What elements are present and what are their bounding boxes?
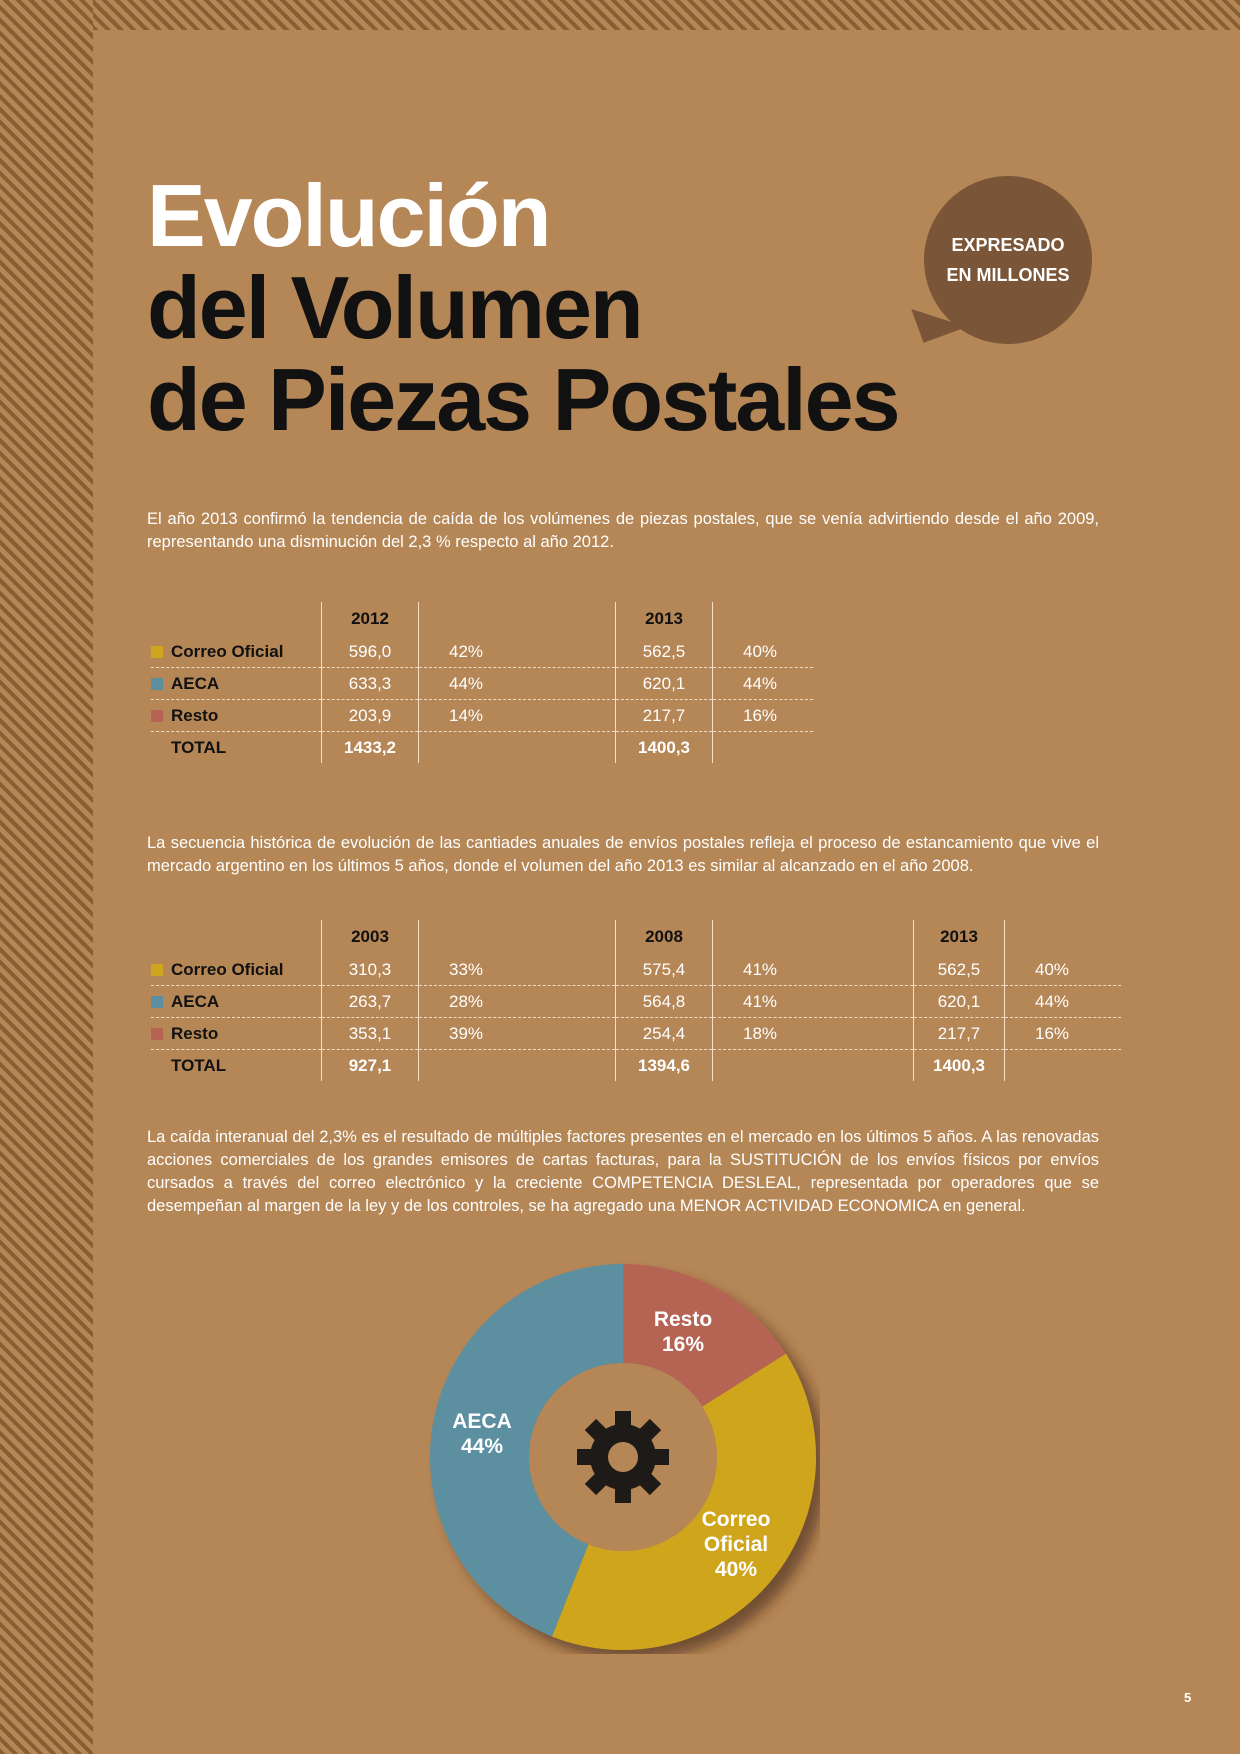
donut-slice-aeca <box>430 1264 623 1637</box>
table-cell: 41% <box>712 985 914 1018</box>
table-cell: 40% <box>712 636 813 668</box>
volume-table-2012-2013: 2012 2013 Correo Oficial 596,0 42% 562,5… <box>151 602 813 763</box>
aeca-legend-swatch <box>151 677 163 690</box>
correo-legend-swatch <box>151 963 163 976</box>
table-cell: 254,4 <box>615 1017 713 1050</box>
title-line-3: de Piezas Postales <box>147 350 901 449</box>
total-cell: 1433,2 <box>321 731 419 763</box>
table-total-row: TOTAL 1433,2 1400,3 <box>151 731 813 763</box>
donut-label-line: 40% <box>714 1558 758 1581</box>
row-label: Resto <box>151 699 322 732</box>
table-cell: 28% <box>418 985 616 1018</box>
table-cell: 16% <box>1004 1017 1121 1050</box>
total-cell: 927,1 <box>321 1049 419 1081</box>
row-label: Correo Oficial <box>151 636 322 668</box>
row-label: Resto <box>151 1017 322 1050</box>
row-label: Correo Oficial <box>151 954 322 986</box>
year-header: 2013 <box>913 920 1005 954</box>
year-header: 2013 <box>615 602 713 636</box>
table-cell: 620,1 <box>615 667 713 700</box>
total-label: TOTAL <box>171 737 227 757</box>
table-row: AECA 633,3 44% 620,1 44% <box>151 667 813 700</box>
units-badge-line-2: EN MILLONES <box>946 265 1070 285</box>
table-cell: 44% <box>418 667 616 700</box>
table-cell: 39% <box>418 1017 616 1050</box>
market-share-donut-chart: Resto 16% Correo Oficial 40% AECA 44% <box>428 1262 820 1654</box>
table-cell: 353,1 <box>321 1017 419 1050</box>
table-cell: 310,3 <box>321 954 419 986</box>
donut-label-line: Oficial <box>703 1533 769 1556</box>
page-number: 5 <box>1184 1690 1192 1705</box>
table-header-row: 2003 2008 2013 <box>151 920 1121 954</box>
donut-svg <box>430 1264 816 1650</box>
table-cell: 217,7 <box>615 699 713 732</box>
total-label: TOTAL <box>171 1055 227 1075</box>
table-row: Correo Oficial 310,3 33% 575,4 41% 562,5… <box>151 954 1121 986</box>
resto-legend-swatch <box>151 1027 163 1040</box>
history-paragraph: La secuencia histórica de evolución de l… <box>147 834 1099 875</box>
decorative-stripe-left <box>0 0 93 1754</box>
factors-paragraph: La caída interanual del 2,3% es el resul… <box>147 1128 1099 1215</box>
table-total-row: TOTAL 927,1 1394,6 1400,3 <box>151 1049 1121 1081</box>
table-cell: 16% <box>712 699 813 732</box>
year-header: 2008 <box>615 920 713 954</box>
table-cell: 562,5 <box>615 636 713 668</box>
donut-label-resto: Resto 16% <box>633 1307 733 1357</box>
donut-label-line: 44% <box>460 1435 504 1458</box>
donut-slice-resto <box>623 1264 786 1407</box>
table-cell: 44% <box>712 667 813 700</box>
donut-label-line: Resto <box>653 1308 713 1331</box>
table-cell: 633,3 <box>321 667 419 700</box>
table-row: AECA 263,7 28% 564,8 41% 620,1 44% <box>151 985 1121 1018</box>
table-cell: 263,7 <box>321 985 419 1018</box>
donut-label-line: 16% <box>661 1333 705 1356</box>
table-cell: 564,8 <box>615 985 713 1018</box>
table-cell: 596,0 <box>321 636 419 668</box>
table-cell: 203,9 <box>321 699 419 732</box>
donut-label-correo-oficial: Correo Oficial 40% <box>686 1507 786 1582</box>
table-cell: 14% <box>418 699 616 732</box>
table-cell: 575,4 <box>615 954 713 986</box>
resto-legend-swatch <box>151 709 163 722</box>
table-cell: 40% <box>1004 954 1121 986</box>
table-row: Correo Oficial 596,0 42% 562,5 40% <box>151 636 813 668</box>
units-badge: EXPRESADO EN MILLONES <box>924 176 1092 344</box>
table-row: Resto 353,1 39% 254,4 18% 217,7 16% <box>151 1017 1121 1050</box>
table-cell: 18% <box>712 1017 914 1050</box>
table-cell: 33% <box>418 954 616 986</box>
table-header-row: 2012 2013 <box>151 602 813 636</box>
title-line-2: del Volumen <box>147 258 644 357</box>
donut-label-line: Correo <box>701 1508 771 1531</box>
donut-label-line: AECA <box>452 1410 512 1433</box>
donut-label-aeca: AECA 44% <box>432 1409 532 1459</box>
total-cell: 1394,6 <box>615 1049 713 1081</box>
units-badge-line-1: EXPRESADO <box>951 235 1065 255</box>
decorative-stripe-top <box>93 0 1240 30</box>
row-label: AECA <box>151 985 322 1018</box>
total-cell: 1400,3 <box>913 1049 1005 1081</box>
total-cell: 1400,3 <box>615 731 713 763</box>
row-label: AECA <box>151 667 322 700</box>
table-row: Resto 203,9 14% 217,7 16% <box>151 699 813 732</box>
table-cell: 42% <box>418 636 616 668</box>
year-header: 2012 <box>321 602 419 636</box>
table-cell: 562,5 <box>913 954 1005 986</box>
intro-paragraph: El año 2013 confirmó la tendencia de caí… <box>147 510 1099 551</box>
correo-legend-swatch <box>151 645 163 658</box>
table-cell: 41% <box>712 954 914 986</box>
aeca-legend-swatch <box>151 995 163 1008</box>
title-line-1: Evolución <box>147 166 551 265</box>
table-cell: 620,1 <box>913 985 1005 1018</box>
table-cell: 44% <box>1004 985 1121 1018</box>
units-badge-text: EXPRESADO EN MILLONES <box>943 230 1073 290</box>
page-title: Evolución del Volumen de Piezas Postales <box>147 166 901 449</box>
year-header: 2003 <box>321 920 419 954</box>
table-cell: 217,7 <box>913 1017 1005 1050</box>
donut-slice-correo-oficial <box>551 1353 816 1650</box>
volume-table-2003-2008-2013: 2003 2008 2013 Correo Oficial 310,3 33% … <box>151 920 1121 1081</box>
gear-icon <box>577 1411 669 1503</box>
